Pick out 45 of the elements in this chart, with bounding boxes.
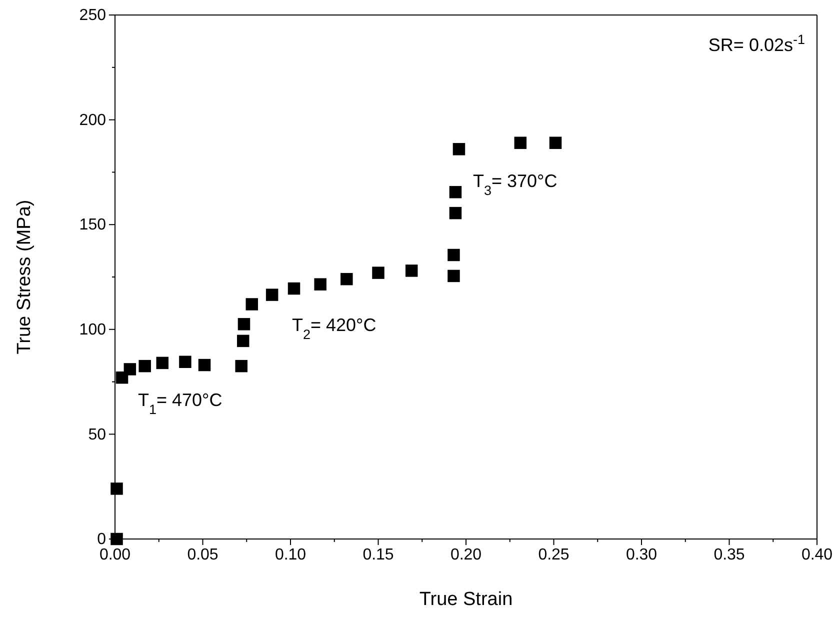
point: [124, 363, 136, 376]
point: [110, 532, 123, 546]
y-tick-label: 200: [79, 112, 106, 129]
annotation: SR= 0.02s$^{-1}$: [708, 32, 805, 55]
point: [514, 136, 527, 149]
x-tick-label: 0.20: [450, 546, 482, 564]
x-tick-label: 0.10: [274, 546, 306, 564]
point: [549, 136, 562, 149]
y-tick-label: 100: [79, 322, 106, 339]
point: [340, 272, 353, 286]
point: [246, 298, 258, 310]
point: [179, 356, 192, 368]
point: [235, 360, 248, 372]
annotation: T$_{3}$= 370°C: [473, 171, 558, 198]
point: [238, 318, 250, 330]
x-tick-label: 0.30: [626, 546, 658, 564]
x-axis-title: True Strain: [419, 589, 513, 610]
x-tick-label: 0.25: [538, 546, 570, 564]
y-axis-title: True Stress (MPa): [14, 200, 35, 354]
point: [452, 143, 466, 156]
point: [198, 358, 211, 372]
point: [372, 266, 384, 279]
point: [138, 360, 151, 372]
annotation: T$_{1}$= 470°C: [138, 390, 222, 416]
point: [288, 282, 300, 295]
point: [156, 356, 169, 370]
point: [405, 264, 418, 277]
y-tick-label: 50: [88, 426, 106, 444]
x-tick-label: 0.00: [99, 546, 131, 564]
point: [449, 206, 462, 220]
point: [448, 270, 460, 282]
point: [449, 186, 462, 198]
point: [314, 278, 326, 290]
point: [266, 288, 278, 301]
x-tick-label: 0.15: [362, 546, 394, 564]
x-tick-label: 0.35: [714, 546, 745, 564]
y-tick-label: 250: [79, 7, 106, 24]
point: [110, 482, 123, 495]
y-tick-label: 150: [79, 216, 106, 234]
y-tick-label: 0: [97, 531, 106, 548]
x-tick-label: 0.05: [187, 546, 218, 564]
point: [236, 334, 250, 348]
point: [448, 248, 460, 262]
annotation: T$_{2}$= 420°C: [292, 315, 376, 342]
x-tick-label: 0.40: [801, 546, 833, 564]
